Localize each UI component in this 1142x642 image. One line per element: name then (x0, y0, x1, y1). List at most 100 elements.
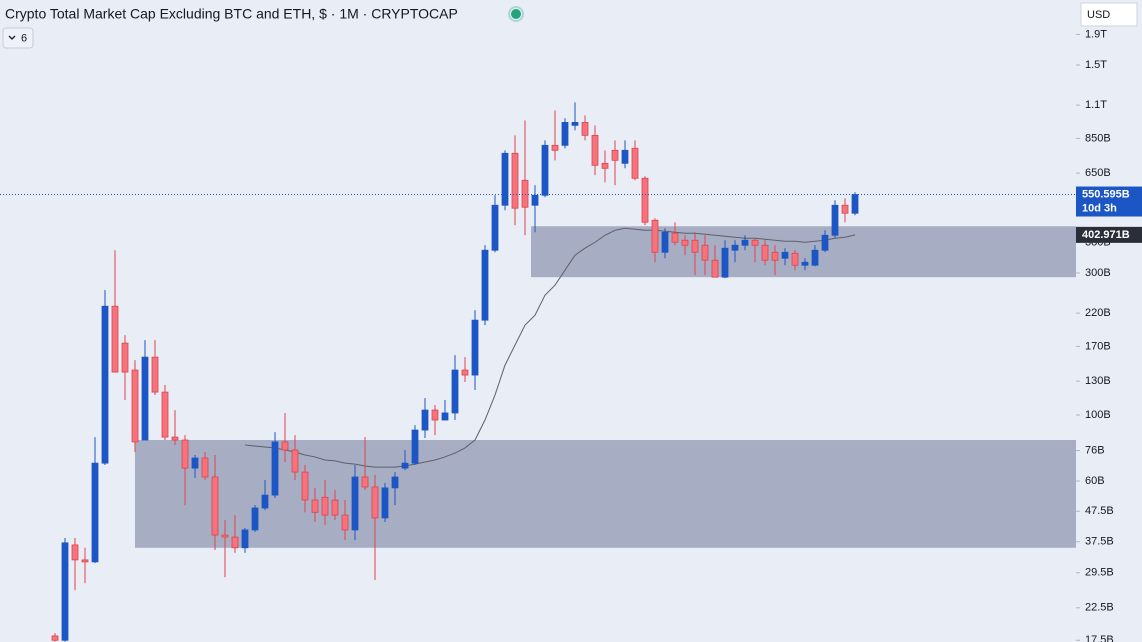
candle-body (441, 412, 449, 421)
candle-body (561, 122, 569, 146)
ma-label: 402.971B (1082, 229, 1130, 241)
indicator-count: 6 (21, 32, 27, 44)
candle-body (781, 251, 789, 259)
candle-body (121, 342, 129, 373)
candle-body (211, 476, 219, 536)
candle-body (71, 544, 79, 561)
y-tick-label: 1.1T (1085, 99, 1107, 111)
candle-body (541, 144, 549, 196)
candle-body (611, 149, 619, 161)
candle-body (51, 635, 59, 641)
chart-title: Crypto Total Market Cap Excluding BTC an… (5, 6, 458, 22)
candle-body (471, 319, 479, 376)
currency-box[interactable] (1080, 2, 1138, 27)
candle-body (601, 162, 609, 169)
candle-body (761, 244, 769, 261)
moving-average-line (244, 227, 856, 468)
candle-body (381, 487, 389, 519)
y-tick-label: 850B (1085, 132, 1111, 144)
candle-body (671, 232, 679, 243)
candle-body (831, 204, 839, 236)
candle-body (491, 204, 499, 251)
indicator-toggle-box[interactable] (2, 27, 34, 49)
candle-body (771, 251, 779, 261)
y-tick-label: 37.5B (1085, 536, 1114, 548)
candle-body (251, 507, 259, 531)
candle-body (271, 441, 279, 496)
candle-body (701, 244, 709, 261)
candle-body (281, 441, 289, 451)
candle-body (411, 429, 419, 464)
y-tick-label: 47.5B (1085, 505, 1114, 517)
y-tick-label: 60B (1085, 475, 1105, 487)
candle-body (681, 239, 689, 246)
candle-body (311, 499, 319, 513)
y-tick-label: 650B (1085, 167, 1111, 179)
candle-body (151, 356, 159, 393)
y-tick-label: 130B (1085, 375, 1111, 387)
candle-body (301, 471, 309, 501)
candle-body (731, 244, 739, 251)
zone (531, 226, 1076, 278)
currency-select[interactable]: USD (1080, 2, 1138, 27)
candle-body (821, 234, 829, 251)
y-tick-label: 1.9T (1085, 28, 1107, 40)
candle-body (531, 194, 539, 206)
y-tick-label: 220B (1085, 307, 1111, 319)
y-tick-label: 300B (1085, 267, 1111, 279)
candle-body (181, 439, 189, 469)
candle-body (741, 239, 749, 246)
price-scale: 1.9T1.5T1.1T850B650B380B300B220B170B130B… (1076, 28, 1142, 642)
y-tick-label: 1.5T (1085, 59, 1107, 71)
candle-body (391, 476, 399, 489)
currency-label: USD (1087, 9, 1110, 21)
candle-body (431, 409, 439, 421)
price-scale-bg (1076, 0, 1142, 642)
candle-body (361, 476, 369, 488)
candle-body (711, 259, 719, 278)
candle-body (421, 409, 429, 431)
candle-body (221, 534, 229, 538)
candle-body (261, 494, 269, 509)
candle-body (201, 457, 209, 478)
candle-body (521, 179, 529, 208)
candle-body (241, 529, 249, 549)
candle-body (61, 542, 69, 641)
candle-body (641, 177, 649, 223)
last-price-label: 550.595B (1082, 188, 1130, 200)
candle-body (851, 194, 859, 214)
candle-body (451, 369, 459, 414)
status-dot-ring (508, 6, 524, 22)
indicator-toggle[interactable]: 6 (2, 27, 34, 49)
candle-body (351, 476, 359, 531)
candle-body (791, 252, 799, 266)
candle-body (811, 249, 819, 266)
candle-body (291, 449, 299, 473)
y-tick-label: 22.5B (1085, 602, 1114, 614)
candle-body (631, 147, 639, 179)
candle-body (141, 356, 149, 441)
chevron-icon (8, 35, 16, 40)
y-tick-label: 170B (1085, 340, 1111, 352)
candle-body (501, 152, 509, 206)
candle-body (551, 144, 559, 151)
last-price-box (1076, 186, 1142, 217)
candle-body (81, 559, 89, 563)
candle-body (231, 536, 239, 549)
y-tick-label: 29.5B (1085, 567, 1114, 579)
candle-body (581, 122, 589, 136)
candle-body (371, 486, 379, 519)
candle-body (591, 134, 599, 166)
candle-body (101, 305, 109, 464)
ma-label-box (1076, 226, 1142, 243)
candle-body (401, 462, 409, 469)
candle-body (661, 231, 669, 253)
y-tick-label: 100B (1085, 409, 1111, 421)
countdown-label: 10d 3h (1082, 202, 1117, 214)
candle-body (171, 436, 179, 441)
candle-body (751, 239, 759, 246)
candle-body (321, 496, 329, 516)
candle-body (91, 462, 99, 563)
